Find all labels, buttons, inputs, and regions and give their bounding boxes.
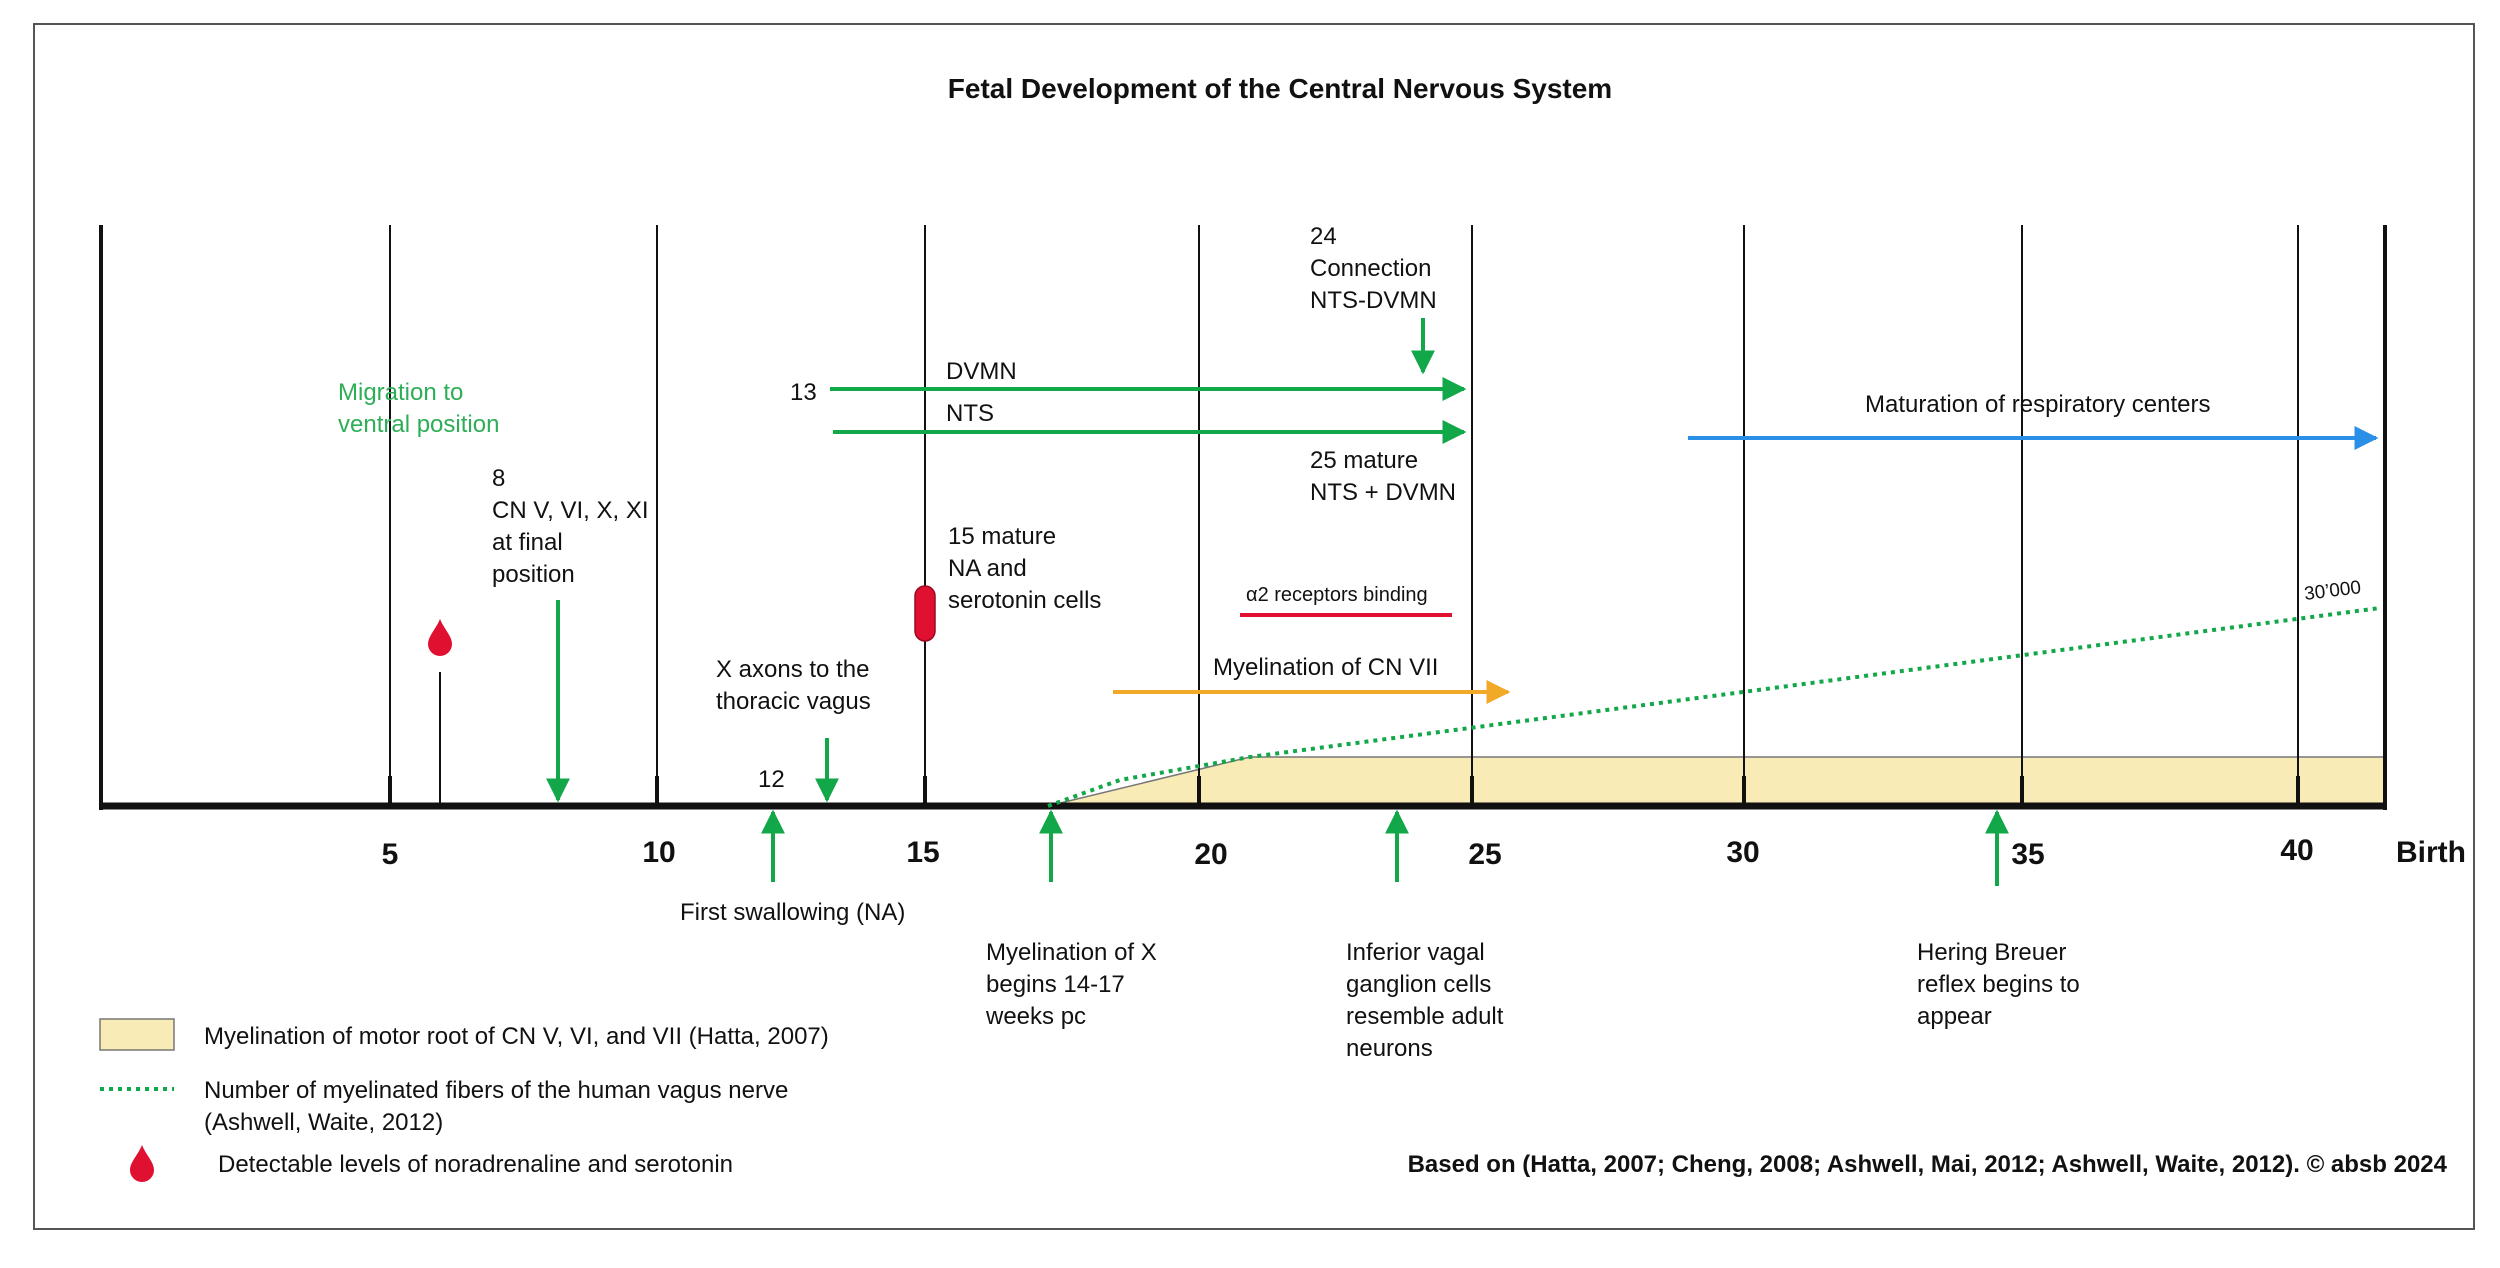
dvmn-start-label: 13 [790, 379, 817, 406]
connection-line2: Connection [1310, 255, 1431, 282]
mature-nts-line2: NTS + DVMN [1310, 479, 1456, 506]
outer-frame [33, 23, 2475, 1230]
x-axons-line1: X axons to the [716, 656, 869, 683]
tick-label-10: 10 [642, 836, 675, 869]
x-axons-line2: thoracic vagus [716, 688, 871, 715]
vagus-fibers-dotted-line [1047, 606, 2381, 808]
inferior-vagal-line2: ganglion cells [1346, 971, 1491, 998]
fibers-end-label: 30’000 [2303, 577, 2362, 605]
hering-breuer-line3: appear [1917, 1003, 1992, 1030]
myelination-x-line2: begins 14-17 [986, 971, 1125, 998]
tick-label-25: 25 [1468, 838, 1501, 871]
tick-label-30: 30 [1726, 836, 1759, 869]
legend-motor-root-swatch [99, 1018, 175, 1051]
migration-label-line1: Migration to [338, 379, 463, 406]
legend-vagus-fibers-line1: Number of myelinated fibers of the human… [204, 1077, 788, 1104]
alpha2-label: α2 receptors binding [1246, 584, 1428, 606]
source-citation: Based on (Hatta, 2007; Cheng, 2008; Ashw… [1408, 1151, 2448, 1178]
inferior-vagal-line4: neurons [1346, 1035, 1433, 1062]
diagram-title: Fetal Development of the Central Nervous… [948, 73, 1612, 104]
myelin-cn7-label: Myelination of CN VII [1213, 654, 1438, 681]
mature-cells-line2: NA and [948, 555, 1027, 582]
legend: Myelination of motor root of CN V, VI, a… [99, 1018, 829, 1182]
legend-motor-root-label: Myelination of motor root of CN V, VI, a… [204, 1023, 829, 1050]
tick-label-20: 20 [1194, 838, 1227, 871]
tick-label-15: 15 [906, 836, 939, 869]
inferior-vagal-line1: Inferior vagal [1346, 939, 1485, 966]
nts-label: NTS [946, 400, 994, 427]
connection-line3: NTS-DVMN [1310, 287, 1437, 314]
tick-label-5: 5 [382, 838, 399, 871]
tick-label-birth: Birth [2396, 836, 2466, 869]
week-gridlines [389, 225, 2299, 806]
dvmn-label: DVMN [946, 358, 1017, 385]
hering-breuer-line1: Hering Breuer [1917, 939, 2066, 966]
motor-root-myelination-area [1047, 756, 2386, 807]
mature-nts-line1: 25 mature [1310, 447, 1418, 474]
cn-final-line3: at final [492, 529, 563, 556]
x-axons-week-label: 12 [758, 766, 785, 793]
respiratory-label: Maturation of respiratory centers [1865, 391, 2210, 418]
noradrenaline-drop-icon [428, 619, 452, 656]
hering-breuer-line2: reflex begins to [1917, 971, 2080, 998]
mature-cells-line3: serotonin cells [948, 587, 1101, 614]
connection-line1: 24 [1310, 223, 1337, 250]
tick-label-40: 40 [2280, 834, 2313, 867]
legend-vagus-fibers-line2: (Ashwell, Waite, 2012) [204, 1109, 443, 1136]
inferior-vagal-line3: resemble adult [1346, 1003, 1504, 1030]
tick-label-35: 35 [2011, 838, 2044, 871]
cn-final-line4: position [492, 561, 575, 588]
myelination-x-line3: weeks pc [985, 1003, 1086, 1030]
first-swallowing-label: First swallowing (NA) [680, 899, 905, 926]
myelination-x-line1: Myelination of X [986, 939, 1157, 966]
mature-cells-capsule [914, 585, 936, 642]
mature-cells-line1: 15 mature [948, 523, 1056, 550]
cn-final-line2: CN V, VI, X, XI [492, 497, 649, 524]
legend-levels-label: Detectable levels of noradrenaline and s… [218, 1151, 733, 1178]
legend-drop-icon [130, 1145, 154, 1182]
migration-label-line2: ventral position [338, 411, 499, 438]
axis-tick-marks [388, 776, 2300, 806]
cn-final-line1: 8 [492, 465, 505, 492]
